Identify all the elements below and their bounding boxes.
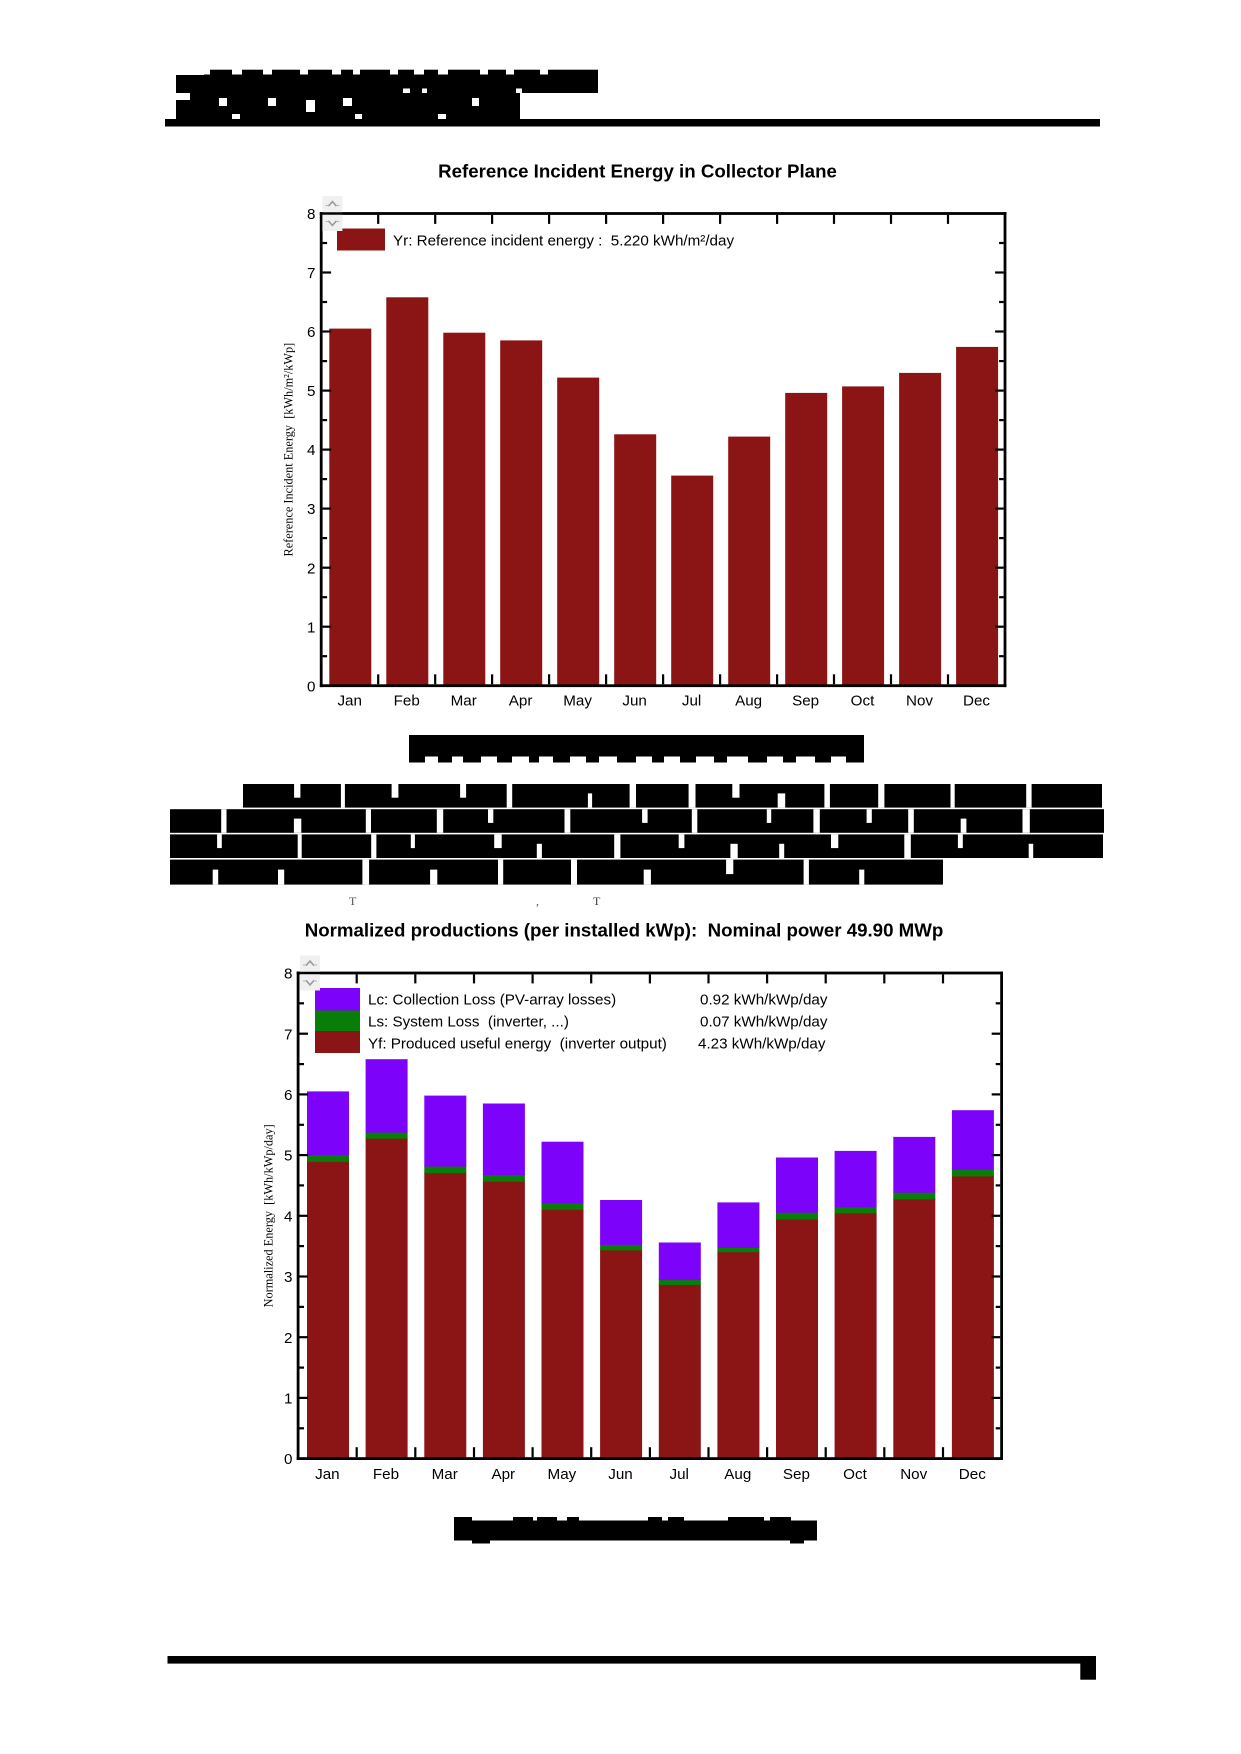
svg-text:Mar: Mar — [451, 693, 477, 710]
svg-text:May: May — [563, 693, 592, 710]
svg-text:0.07 kWh/kWp/day: 0.07 kWh/kWp/day — [700, 1014, 828, 1031]
svg-text:5: 5 — [284, 1148, 292, 1165]
svg-text:Reference Incident Energy in C: Reference Incident Energy in Collector P… — [438, 161, 837, 182]
svg-text:Normalized productions (per in: Normalized productions (per installed kW… — [305, 920, 944, 941]
svg-text:Mar: Mar — [432, 1466, 458, 1483]
svg-text:0.92 kWh/kWp/day: 0.92 kWh/kWp/day — [700, 992, 828, 1009]
svg-text:1: 1 — [307, 619, 315, 636]
svg-text:Yr: Reference incident energy: Yr: Reference incident energy : 5.220 kW… — [393, 233, 734, 250]
svg-text:Jan: Jan — [337, 693, 362, 710]
svg-text:T: T — [593, 894, 601, 908]
svg-text:8: 8 — [307, 206, 315, 223]
svg-text:8: 8 — [284, 966, 292, 983]
svg-text:4: 4 — [307, 442, 315, 459]
svg-text:Jul: Jul — [682, 693, 701, 710]
svg-text:2: 2 — [284, 1330, 292, 1347]
svg-text:May: May — [548, 1466, 577, 1483]
svg-text:Apr: Apr — [491, 1466, 515, 1483]
svg-text:Jun: Jun — [608, 1466, 633, 1483]
svg-text:Yf: Produced useful energy (i: Yf: Produced useful energy (inverter out… — [368, 1036, 667, 1053]
svg-text:7: 7 — [284, 1026, 292, 1043]
svg-text:T: T — [349, 894, 357, 908]
svg-text:2: 2 — [307, 560, 315, 577]
svg-text:Reference Incident Energy [kW: Reference Incident Energy [kWh/m²/kWp] — [282, 343, 296, 557]
svg-text:6: 6 — [284, 1087, 292, 1104]
svg-text:4: 4 — [284, 1208, 292, 1225]
svg-text:Jul: Jul — [669, 1466, 688, 1483]
svg-text:6: 6 — [307, 324, 315, 341]
svg-text:3: 3 — [307, 501, 315, 518]
svg-text:7: 7 — [307, 265, 315, 282]
svg-text:Nov: Nov — [900, 1466, 927, 1483]
svg-text:Dec: Dec — [963, 693, 990, 710]
svg-text:Feb: Feb — [373, 1466, 399, 1483]
svg-text:Sep: Sep — [783, 1466, 810, 1483]
svg-text:Oct: Oct — [851, 693, 875, 710]
svg-text:Aug: Aug — [724, 1466, 751, 1483]
svg-text:0: 0 — [284, 1451, 292, 1468]
svg-text:3: 3 — [284, 1269, 292, 1286]
svg-text:Sep: Sep — [792, 693, 819, 710]
svg-text:Dec: Dec — [959, 1466, 986, 1483]
svg-text:Apr: Apr — [509, 693, 533, 710]
svg-text:Ls: System Loss (inverter, ..: Ls: System Loss (inverter, ...) — [368, 1014, 569, 1031]
svg-text:Jun: Jun — [622, 693, 647, 710]
svg-text:Jan: Jan — [315, 1466, 340, 1483]
svg-text:4.23 kWh/kWp/day: 4.23 kWh/kWp/day — [698, 1036, 826, 1053]
svg-text:,: , — [536, 894, 539, 908]
svg-text:Oct: Oct — [843, 1466, 867, 1483]
svg-text:Feb: Feb — [394, 693, 420, 710]
svg-text:5: 5 — [307, 383, 315, 400]
svg-text:Lc: Collection Loss (PV-array: Lc: Collection Loss (PV-array losses) — [368, 992, 616, 1009]
svg-text:1: 1 — [284, 1391, 292, 1408]
svg-text:0: 0 — [307, 678, 315, 695]
svg-text:Aug: Aug — [735, 693, 762, 710]
svg-text:Nov: Nov — [906, 693, 933, 710]
svg-text:Normalized Energy [kWh/kWp/da: Normalized Energy [kWh/kWp/day] — [262, 1124, 276, 1307]
